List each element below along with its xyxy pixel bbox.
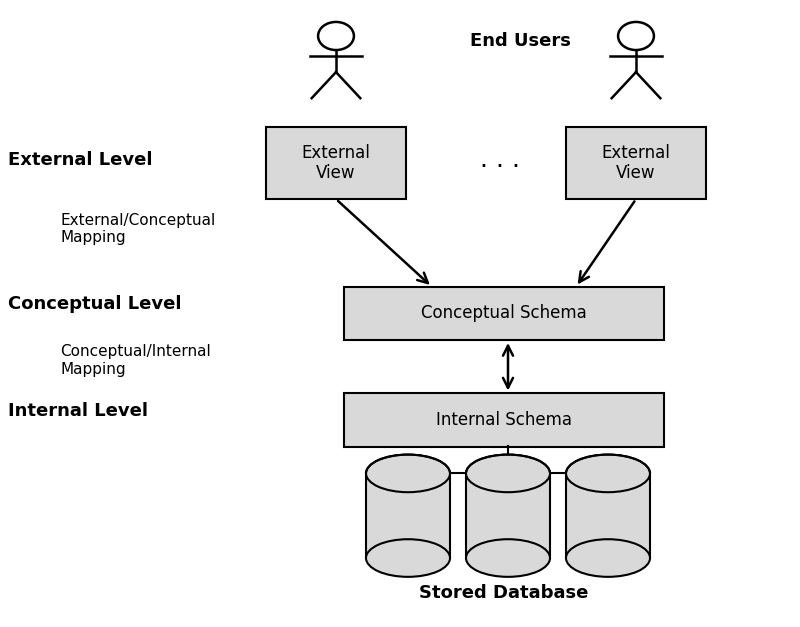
FancyBboxPatch shape — [266, 127, 406, 199]
Text: Internal Schema: Internal Schema — [436, 411, 572, 429]
Text: External Level: External Level — [8, 151, 153, 169]
Text: External
View: External View — [602, 144, 670, 182]
Text: End Users: End Users — [470, 32, 570, 50]
Polygon shape — [466, 473, 550, 558]
Text: Conceptual Level: Conceptual Level — [8, 295, 182, 313]
Text: Conceptual Schema: Conceptual Schema — [421, 305, 587, 322]
Ellipse shape — [566, 539, 650, 577]
Ellipse shape — [466, 455, 550, 492]
FancyBboxPatch shape — [344, 287, 664, 340]
Ellipse shape — [366, 539, 450, 577]
Text: External
View: External View — [302, 144, 370, 182]
Polygon shape — [566, 473, 650, 558]
Polygon shape — [366, 473, 450, 558]
Text: Stored Database: Stored Database — [419, 584, 589, 601]
Text: Internal Level: Internal Level — [8, 402, 148, 419]
Text: Conceptual/Internal
Mapping: Conceptual/Internal Mapping — [60, 344, 210, 377]
FancyBboxPatch shape — [566, 127, 706, 199]
Text: External/Conceptual
Mapping: External/Conceptual Mapping — [60, 213, 215, 245]
Ellipse shape — [366, 455, 450, 492]
Ellipse shape — [466, 539, 550, 577]
FancyBboxPatch shape — [344, 394, 664, 446]
Text: . . .: . . . — [480, 148, 520, 172]
Ellipse shape — [566, 455, 650, 492]
